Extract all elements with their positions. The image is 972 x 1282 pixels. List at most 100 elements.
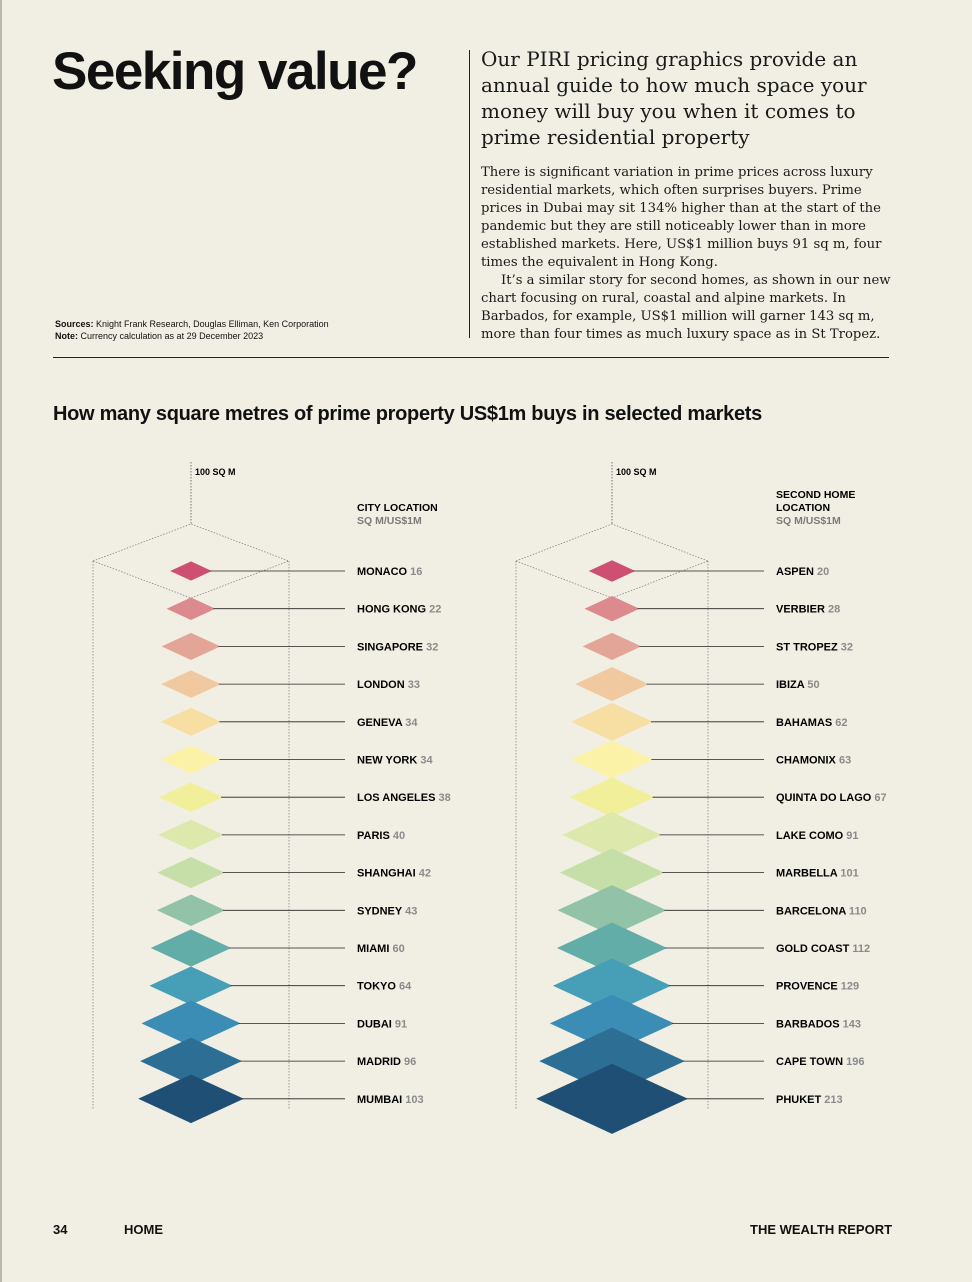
market-label: QUINTA DO LAGO 67 <box>776 792 887 804</box>
market-value: 42 <box>416 868 431 880</box>
diamond-lake-como <box>562 812 662 858</box>
market-label: ASPEN 20 <box>776 566 829 578</box>
market-label: BARBADOS 143 <box>776 1018 861 1030</box>
market-value: 62 <box>832 717 847 729</box>
diamond-london <box>161 670 221 698</box>
market-label: MARBELLA 101 <box>776 868 859 880</box>
market-name: ASPEN <box>776 566 814 578</box>
market-name: SINGAPORE <box>357 641 423 653</box>
market-name: SYDNEY <box>357 905 403 917</box>
market-label: LONDON 33 <box>357 679 420 691</box>
market-name: LAKE COMO <box>776 830 844 842</box>
market-name: GENEVA <box>357 717 403 729</box>
page-number: 34 <box>53 1222 68 1237</box>
market-name: VERBIER <box>776 604 825 616</box>
market-name: CHAMONIX <box>776 755 837 767</box>
diamond-sydney <box>156 894 226 927</box>
market-label: LOS ANGELES 38 <box>357 792 451 804</box>
market-value: 60 <box>389 943 404 955</box>
chart-title: How many square metres of prime property… <box>53 403 762 425</box>
market-label: NEW YORK 34 <box>357 755 433 767</box>
diamond-paris <box>158 819 224 851</box>
market-name: BARCELONA <box>776 905 846 917</box>
market-value: 112 <box>849 943 870 955</box>
market-name: GOLD COAST <box>776 943 850 955</box>
column-header: LOCATION <box>776 502 830 514</box>
market-value: 110 <box>846 905 867 917</box>
market-value: 91 <box>392 1018 407 1030</box>
diamond-miami <box>150 929 232 967</box>
market-label: DUBAI 91 <box>357 1018 407 1030</box>
reference-label: 100 SQ M <box>616 467 657 477</box>
diamond-geneva <box>160 707 222 736</box>
market-label: SINGAPORE 32 <box>357 641 438 653</box>
body-text: There is significant variation in prime … <box>481 164 891 344</box>
body-paragraph-2: It’s a similar story for second homes, a… <box>481 273 891 342</box>
market-name: PHUKET <box>776 1094 822 1106</box>
market-value: 16 <box>407 566 422 578</box>
market-value: 43 <box>402 905 417 917</box>
market-name: MONACO <box>357 566 408 578</box>
market-name: PARIS <box>357 830 390 842</box>
diamond-ibiza <box>575 667 649 702</box>
market-label: PARIS 40 <box>357 830 405 842</box>
market-value: 50 <box>804 679 819 691</box>
market-name: ST TROPEZ <box>776 641 838 653</box>
market-name: MARBELLA <box>776 868 838 880</box>
market-label: GENEVA 34 <box>357 717 418 729</box>
market-value: 40 <box>390 830 405 842</box>
diamond-barbados <box>549 994 675 1053</box>
market-value: 20 <box>814 566 829 578</box>
reference-outline <box>92 560 290 599</box>
market-value: 67 <box>871 792 886 804</box>
diamond-mumbai <box>138 1074 244 1124</box>
market-name: MIAMI <box>357 943 389 955</box>
market-name: HONG KONG <box>357 604 426 616</box>
reference-outline <box>515 523 709 562</box>
market-value: 32 <box>838 641 853 653</box>
section-divider <box>53 357 889 358</box>
diamond-gold-coast <box>556 922 668 974</box>
diamond-aspen <box>588 560 636 582</box>
market-value: 32 <box>423 641 438 653</box>
market-name: CAPE TOWN <box>776 1056 843 1068</box>
page-edge <box>0 0 2 1282</box>
market-name: DUBAI <box>357 1018 392 1030</box>
market-value: 143 <box>840 1018 861 1030</box>
diamond-chamonix <box>570 740 654 779</box>
market-label: BAHAMAS 62 <box>776 717 848 729</box>
market-label: CAPE TOWN 196 <box>776 1056 864 1068</box>
market-value: 63 <box>836 755 851 767</box>
diamond-shanghai <box>157 857 225 889</box>
column-subheader: SQ M/US$1M <box>357 515 422 527</box>
diamond-new-york <box>160 745 222 774</box>
sources-text: Knight Frank Research, Douglas Elliman, … <box>96 319 329 329</box>
market-value: 38 <box>435 792 450 804</box>
market-name: PROVENCE <box>776 981 838 993</box>
market-label: LAKE COMO 91 <box>776 830 859 842</box>
market-label: GOLD COAST 112 <box>776 943 870 955</box>
market-label: SHANGHAI 42 <box>357 868 431 880</box>
market-name: BARBADOS <box>776 1018 840 1030</box>
footer-section[interactable]: HOME <box>124 1222 163 1237</box>
diamond-cape-town <box>539 1027 685 1095</box>
diamond-dubai <box>141 1000 241 1047</box>
diamond-phuket <box>536 1063 688 1134</box>
market-label: PROVENCE 129 <box>776 981 859 993</box>
market-label: VERBIER 28 <box>776 604 840 616</box>
diamond-hong-kong <box>166 597 216 620</box>
diamond-provence <box>552 958 672 1013</box>
diamond-madrid <box>140 1037 242 1085</box>
market-label: HONG KONG 22 <box>357 604 441 616</box>
reference-outline <box>92 523 290 562</box>
market-value: 28 <box>825 604 840 616</box>
column-subheader: SQ M/US$1M <box>776 515 841 527</box>
market-value: 96 <box>401 1056 416 1068</box>
market-label: IBIZA 50 <box>776 679 820 691</box>
market-name: TOKYO <box>357 981 396 993</box>
market-label: MUMBAI 103 <box>357 1094 424 1106</box>
market-label: BARCELONA 110 <box>776 905 867 917</box>
market-label: SYDNEY 43 <box>357 905 417 917</box>
market-value: 34 <box>402 717 418 729</box>
